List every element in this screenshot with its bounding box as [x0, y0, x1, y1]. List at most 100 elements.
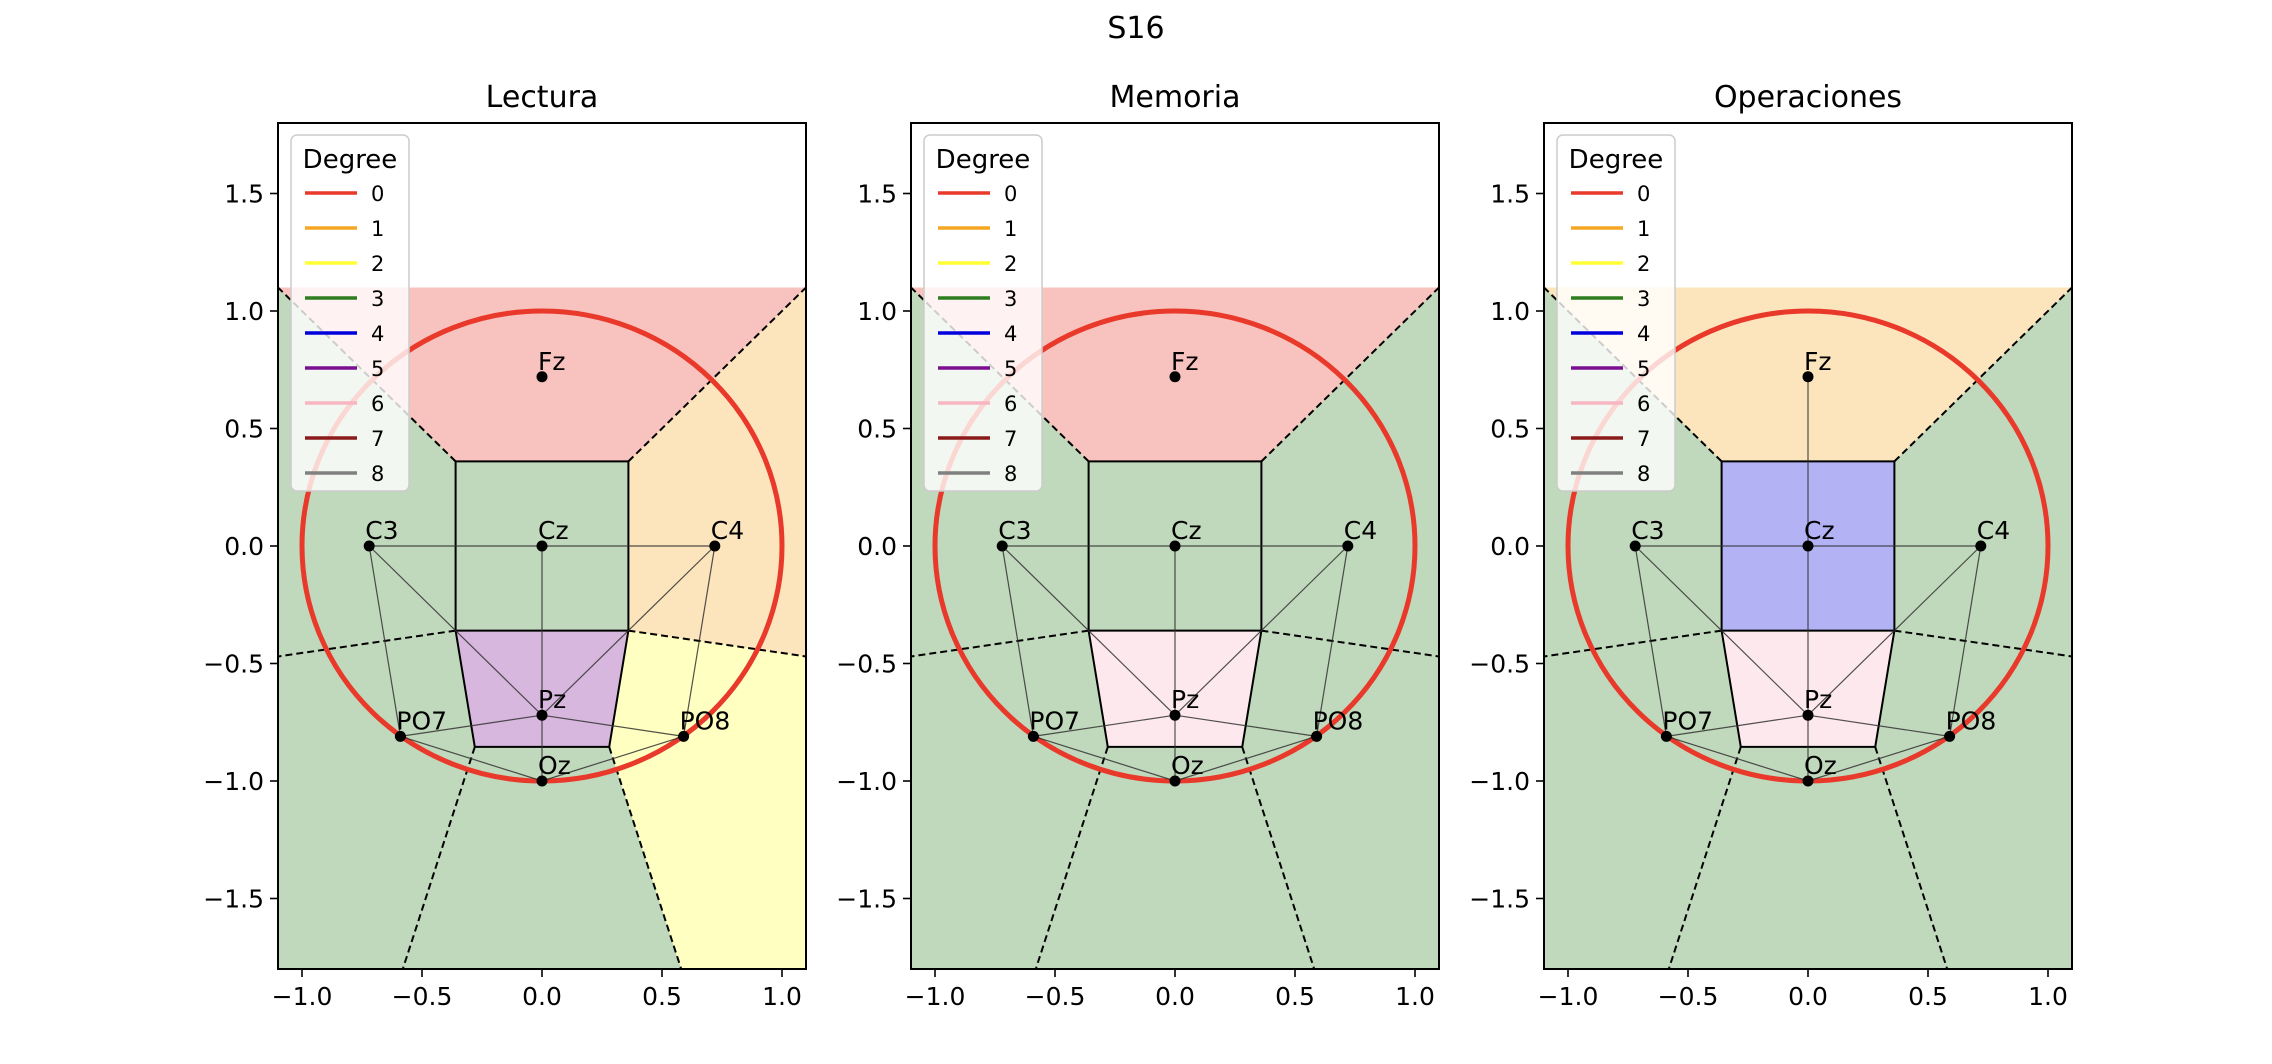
region-border-dashed: [1667, 746, 1742, 969]
legend-label-6: 6: [1637, 392, 1650, 416]
subplot-title: Operaciones: [1714, 80, 1902, 115]
subplot-memoria: Fz C3 Cz C4 Pz PO7 PO8 Oz Memoria −1.0 −0.5 0.0 0.5 1…: [836, 80, 1440, 1011]
edge-po7-oz: [1033, 735, 1176, 782]
electrode-oz: [536, 775, 548, 787]
region-border-dashed: [1241, 746, 1316, 969]
edge-pz-po8: [1174, 714, 1317, 737]
x-tick-label: 0.0: [1788, 982, 1828, 1011]
region-oz: [402, 746, 682, 969]
region-border: [1720, 630, 1742, 748]
legend-label-2: 2: [1637, 252, 1650, 276]
edge-po7-oz: [400, 735, 543, 782]
x-tick-label: −1.0: [1538, 982, 1599, 1011]
subplot-title: Memoria: [1110, 80, 1241, 115]
x-tick-label: 0.5: [642, 982, 682, 1011]
region-border-dashed: [608, 746, 683, 969]
x-tick-label: −0.5: [1025, 982, 1086, 1011]
subplot-lectura: Fz C3 Cz C4 Pz PO7 PO8 Oz Lectura −1.0 −0.5 0.0 0.5 1…: [203, 80, 807, 1011]
y-tick-label: 1.0: [1490, 297, 1530, 326]
y-tick-label: −1.0: [203, 767, 264, 796]
region-border-dashed: [1034, 746, 1109, 969]
edge-po8-oz: [1807, 735, 1950, 782]
electrode-label-cz: Cz: [538, 516, 569, 545]
region-border-dashed: [628, 629, 806, 658]
electrode-label-fz: Fz: [1171, 347, 1199, 376]
edge-c4-pz: [541, 545, 716, 716]
region-border: [1874, 630, 1896, 748]
electrode-c3: [1629, 540, 1641, 552]
y-tick-label: −0.5: [1469, 650, 1530, 679]
legend-label-1: 1: [1004, 217, 1017, 241]
legend-label-0: 0: [1004, 182, 1017, 206]
edge-c3-po7: [1001, 545, 1034, 737]
edge-c3-po7: [1634, 545, 1667, 737]
region-po7: [911, 630, 1108, 969]
subplot-title: Lectura: [486, 80, 599, 115]
electrode-label-po8: PO8: [1946, 706, 1997, 735]
region-border: [454, 630, 476, 748]
region-border-dashed: [627, 286, 806, 463]
region-border-dashed: [1261, 629, 1439, 658]
electrode-pz: [1802, 709, 1814, 721]
edge-c3-pz: [1001, 545, 1176, 716]
y-tick-label: −1.5: [1469, 885, 1530, 914]
electrode-label-c4: C4: [1344, 516, 1377, 545]
electrode-label-oz: Oz: [1171, 751, 1204, 780]
edge-pz-po8: [1807, 714, 1950, 737]
y-tick-label: −1.5: [203, 885, 264, 914]
subplots-group: Fz C3 Cz C4 Pz PO7 PO8 Oz Lectura −1.0 −0.5 0.0 0.5 1…: [203, 80, 2073, 1011]
region-border-dashed: [1260, 286, 1439, 463]
region-oz: [1668, 746, 1948, 969]
legend-title: Degree: [936, 145, 1031, 175]
electrode-oz: [1802, 775, 1814, 787]
electrode-label-pz: Pz: [1804, 685, 1832, 714]
legend-label-4: 4: [371, 322, 384, 346]
edge-c4-pz: [1174, 545, 1349, 716]
figure-suptitle: S16: [1107, 11, 1164, 46]
electrode-label-cz: Cz: [1804, 516, 1835, 545]
legend-label-3: 3: [1004, 287, 1017, 311]
legend-label-0: 0: [1637, 182, 1650, 206]
legend-label-1: 1: [371, 217, 384, 241]
y-tick-label: 0.0: [1490, 532, 1530, 561]
y-tick-label: −0.5: [203, 650, 264, 679]
region-po7: [1544, 630, 1741, 969]
legend: Degree 0 1 2 3 4 5 6 7 8: [1556, 134, 1676, 492]
edge-c4-po8: [683, 545, 716, 737]
x-tick-label: −0.5: [1658, 982, 1719, 1011]
legend-label-7: 7: [371, 427, 384, 451]
x-tick-label: 0.5: [1908, 982, 1948, 1011]
y-tick-label: 0.5: [1490, 415, 1530, 444]
electrode-c3: [996, 540, 1008, 552]
y-tick-label: 1.0: [857, 297, 897, 326]
electrode-label-pz: Pz: [1171, 685, 1199, 714]
legend-label-6: 6: [1004, 392, 1017, 416]
electrode-label-fz: Fz: [538, 347, 566, 376]
edge-c4-po8: [1316, 545, 1349, 737]
electrode-label-c3: C3: [365, 516, 398, 545]
legend: Degree 0 1 2 3 4 5 6 7 8: [290, 134, 410, 492]
electrode-label-oz: Oz: [538, 751, 571, 780]
region-oz: [1035, 746, 1315, 969]
region-c4: [1261, 287, 1439, 657]
region-border-dashed: [1894, 629, 2072, 658]
legend-label-8: 8: [1004, 462, 1017, 486]
electrode-fz: [1169, 371, 1181, 383]
electrode-pz: [1169, 709, 1181, 721]
x-tick-label: −1.0: [272, 982, 333, 1011]
legend-label-8: 8: [1637, 462, 1650, 486]
region-border: [608, 630, 630, 748]
y-tick-label: 1.5: [857, 180, 897, 209]
edge-c3-pz: [1634, 545, 1809, 716]
y-tick-label: 1.5: [224, 180, 264, 209]
electrode-label-c4: C4: [1977, 516, 2010, 545]
y-tick-label: 0.0: [857, 532, 897, 561]
edge-po7-pz: [1666, 714, 1809, 737]
electrode-po8: [1311, 730, 1323, 742]
electrode-cz: [1169, 540, 1181, 552]
electrode-label-po8: PO8: [1313, 706, 1364, 735]
legend: Degree 0 1 2 3 4 5 6 7 8: [923, 134, 1043, 492]
legend-label-5: 5: [1004, 357, 1017, 381]
x-tick-label: −1.0: [905, 982, 966, 1011]
region-border-dashed: [1874, 746, 1949, 969]
